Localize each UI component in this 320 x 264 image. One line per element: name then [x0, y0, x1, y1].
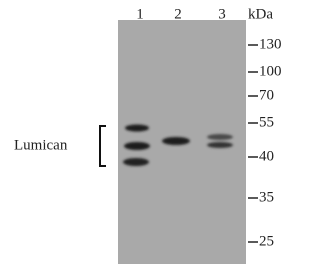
marker-label: 35: [259, 189, 274, 205]
marker-label: 130: [259, 36, 282, 52]
band: [123, 158, 149, 166]
band: [162, 137, 190, 145]
marker-label: 70: [259, 87, 274, 103]
band: [207, 142, 233, 148]
marker-label: 55: [259, 114, 274, 130]
bracket: [100, 126, 106, 166]
lane-label: 3: [218, 6, 226, 22]
band: [207, 134, 233, 140]
marker-labels: 130 100 70 55 40 35 25: [248, 36, 282, 249]
band: [125, 125, 149, 132]
western-blot: Lumican kDa 1 2 3 130 100 70 55 40 35 25: [0, 0, 294, 264]
marker-label: 100: [259, 63, 282, 79]
protein-label: Lumican: [14, 137, 68, 153]
marker-label: 40: [259, 148, 274, 164]
lane-label: 2: [174, 6, 182, 22]
marker-label: 25: [259, 233, 274, 249]
band: [124, 142, 150, 150]
unit-label: kDa: [248, 6, 273, 22]
lane-label: 1: [136, 6, 144, 22]
